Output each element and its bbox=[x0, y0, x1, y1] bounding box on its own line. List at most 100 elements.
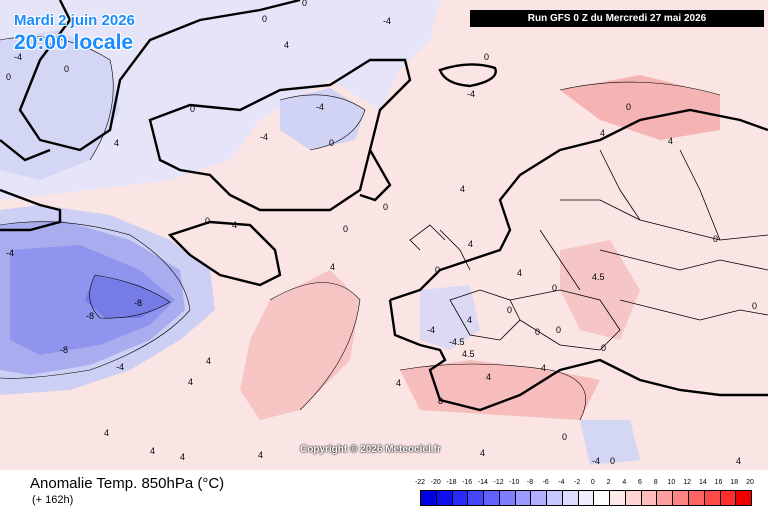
contour-label: 4 bbox=[480, 448, 485, 458]
contour-value-labels: 0 0 -4 4 -4 0 0 4 0 -4 -4 0 0 -4 0 4 4 4… bbox=[6, 0, 757, 466]
contour-label: 4 bbox=[541, 363, 546, 373]
contour-label: -4 bbox=[116, 362, 124, 372]
scale-tick-label: -6 bbox=[542, 479, 549, 486]
atlantic-cold-anomaly-minimum bbox=[85, 275, 170, 318]
contour-label: 4 bbox=[486, 372, 491, 382]
contour-label: 4 bbox=[467, 315, 472, 325]
scale-tick-label: -12 bbox=[493, 479, 504, 486]
contour-label: -4 bbox=[592, 456, 600, 466]
contour-label: 0 bbox=[329, 138, 334, 148]
contour-label: 0 bbox=[302, 0, 307, 8]
scale-tick-label: 8 bbox=[653, 479, 658, 486]
contour-label: 0 bbox=[383, 202, 388, 212]
scale-swatch bbox=[484, 491, 500, 505]
labrador-coast bbox=[0, 188, 62, 232]
coastlines bbox=[0, 0, 768, 412]
model-run-banner: Run GFS 0 Z du Mercredi 27 mai 2026 bbox=[470, 10, 764, 27]
contour-label: 0 bbox=[610, 456, 615, 466]
valid-date-label: Mardi 2 juin 2026 bbox=[14, 12, 135, 29]
contour-label: -4 bbox=[467, 89, 475, 99]
color-scale-bar bbox=[420, 490, 752, 506]
contour-label: 0 bbox=[64, 64, 69, 74]
field-title: Anomalie Temp. 850hPa (°C) bbox=[30, 475, 225, 492]
valid-time-label: 20:00 locale bbox=[14, 31, 134, 54]
contour-label: -8 bbox=[60, 345, 68, 355]
atlantic-warm-tongue bbox=[240, 270, 360, 420]
scale-swatch bbox=[578, 491, 595, 505]
contour-label: 0 bbox=[562, 432, 567, 442]
baffin-coast bbox=[0, 139, 51, 162]
contour-label: -4 bbox=[14, 52, 22, 62]
scale-tick-label: 6 bbox=[638, 479, 642, 486]
contour-label: -4 bbox=[316, 102, 324, 112]
contour-label: 0 bbox=[205, 216, 210, 226]
iceland-sea-cool-area bbox=[280, 88, 365, 150]
map-canvas: 0 0 -4 4 -4 0 0 4 0 -4 -4 0 0 -4 0 4 4 4… bbox=[0, 0, 768, 470]
scale-tick-label: 10 bbox=[667, 479, 676, 486]
contour-label: 0 bbox=[752, 301, 757, 311]
scale-swatch bbox=[421, 491, 437, 505]
contour-label: 0 bbox=[507, 305, 512, 315]
scale-swatch bbox=[625, 491, 642, 505]
contour-label: 4 bbox=[460, 184, 465, 194]
contour-label: 0 bbox=[484, 52, 489, 62]
contour-label: 4.5 bbox=[592, 272, 605, 282]
scale-swatch bbox=[720, 491, 737, 505]
contour-label: 4 bbox=[284, 40, 289, 50]
scale-tick-label: -16 bbox=[462, 479, 473, 486]
contour-label: 0 bbox=[6, 72, 11, 82]
scandinavia-coast bbox=[389, 108, 768, 302]
scale-tick-label: -8 bbox=[526, 479, 534, 486]
scale-swatch bbox=[499, 491, 516, 505]
contour-label: 4 bbox=[668, 136, 673, 146]
contour-label: 4 bbox=[114, 138, 119, 148]
scale-swatch bbox=[610, 491, 626, 505]
jan-mayen-coast bbox=[359, 149, 392, 202]
scale-tick-label: -10 bbox=[509, 479, 520, 486]
contour-label: -4 bbox=[260, 132, 268, 142]
copyright-notice: Copyright © 2026 Meteociel.fr bbox=[300, 444, 441, 455]
scandinavia-warm-area bbox=[560, 75, 720, 140]
contour-label: 0 bbox=[343, 224, 348, 234]
contour-label: 4.5 bbox=[462, 349, 475, 359]
lead-time-label: (+ 162h) bbox=[32, 494, 74, 506]
contour-label: 4 bbox=[232, 220, 237, 230]
scale-tick-label: -22 bbox=[414, 479, 426, 486]
anomaly-map: 0 0 -4 4 -4 0 0 4 0 -4 -4 0 0 -4 0 4 4 4… bbox=[0, 0, 768, 470]
scale-tick-label: 12 bbox=[683, 479, 692, 486]
svalbard-coast bbox=[438, 63, 497, 88]
southern-europe-coast bbox=[388, 299, 768, 412]
contour-label: 4 bbox=[206, 356, 211, 366]
scale-tick-label: 2 bbox=[606, 479, 611, 486]
scale-swatch bbox=[689, 491, 705, 505]
scale-tick-label: 16 bbox=[714, 479, 723, 486]
scale-swatch bbox=[736, 491, 752, 505]
scale-tick-label: 0 bbox=[590, 479, 595, 486]
contour-label: 0 bbox=[535, 327, 540, 337]
contour-label: 4 bbox=[736, 456, 741, 466]
scale-tick-label: -18 bbox=[446, 479, 457, 486]
central-europe-warm-area bbox=[560, 240, 640, 340]
scale-swatch bbox=[657, 491, 674, 505]
contour-label: 4 bbox=[180, 452, 185, 462]
greenland-coast bbox=[18, 0, 301, 152]
contour-label: 0 bbox=[556, 325, 561, 335]
contour-label: 4 bbox=[150, 446, 155, 456]
contour-label: 4 bbox=[396, 378, 401, 388]
contour-label: 0 bbox=[552, 283, 557, 293]
scale-tick-label: -20 bbox=[430, 479, 441, 486]
contour-label: 4 bbox=[330, 262, 335, 272]
contour-label: 4 bbox=[104, 428, 109, 438]
north-atlantic-cool-area bbox=[0, 0, 440, 200]
contour-label: 0 bbox=[435, 265, 440, 275]
contour-label: 0 bbox=[262, 14, 267, 24]
contour-label: 4 bbox=[600, 128, 605, 138]
contour-label: 0 bbox=[190, 104, 195, 114]
contour-label: 0 bbox=[713, 234, 718, 244]
scale-swatch bbox=[641, 491, 658, 505]
scale-tick-label: 14 bbox=[698, 479, 707, 486]
scale-swatch bbox=[531, 491, 548, 505]
scale-tick-label: 18 bbox=[730, 479, 739, 486]
contour-label: -4 bbox=[427, 325, 435, 335]
scale-tick-label: 20 bbox=[746, 479, 754, 486]
